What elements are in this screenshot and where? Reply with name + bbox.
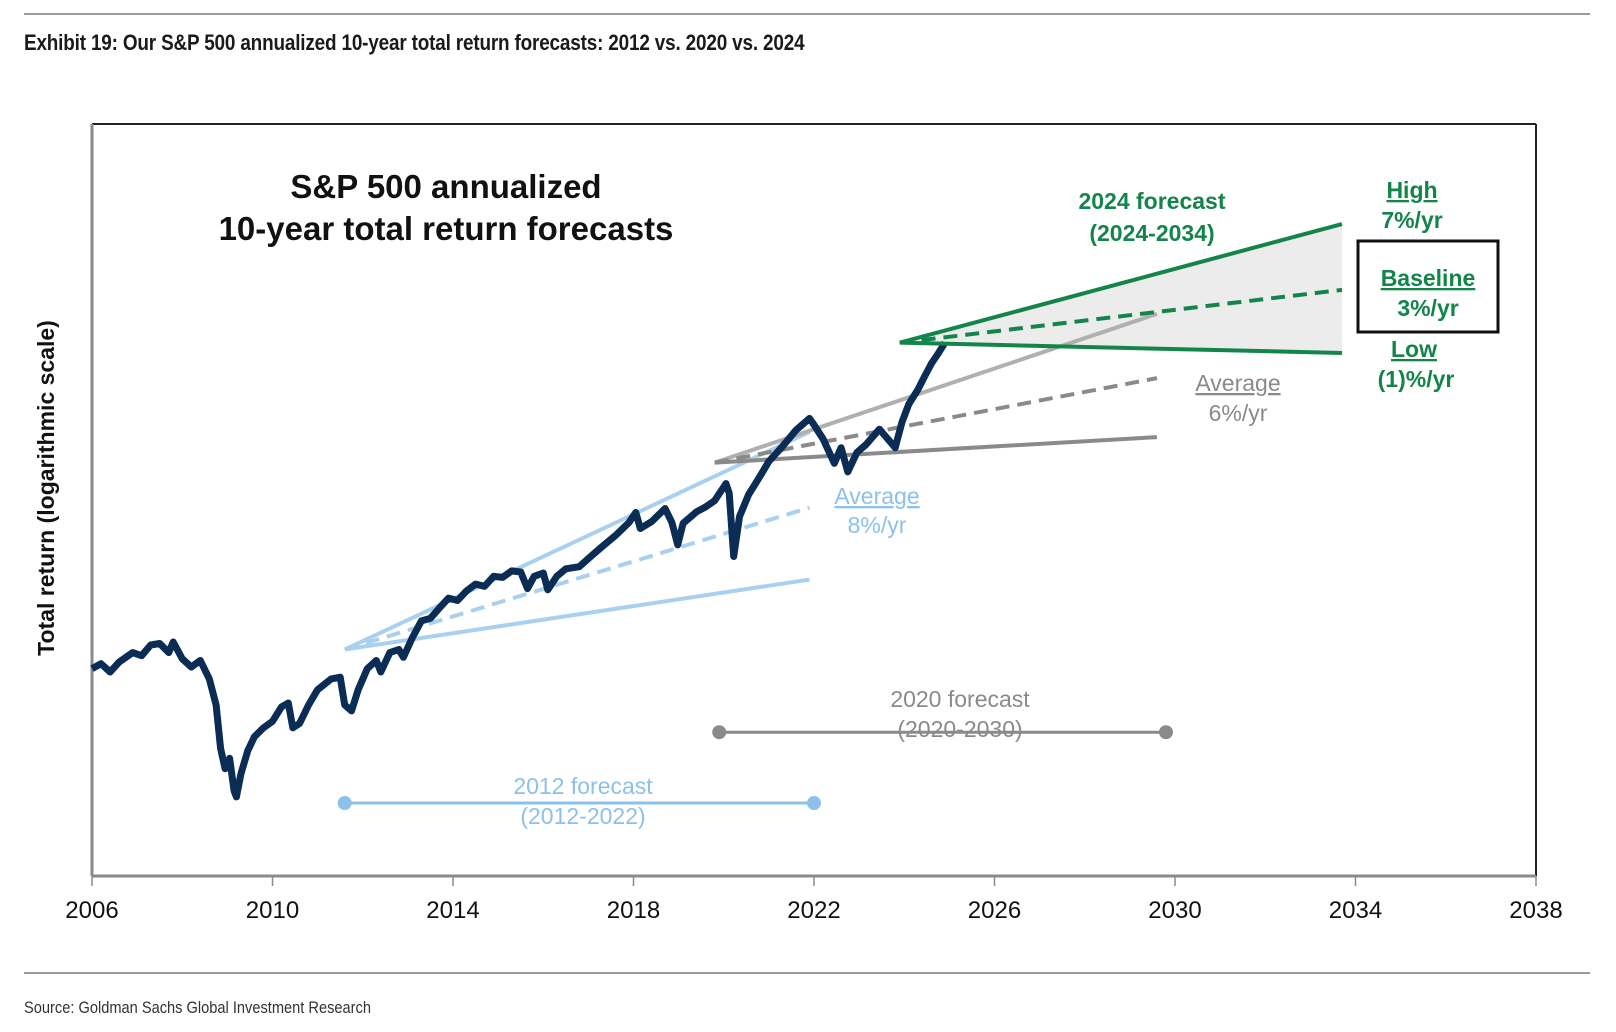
forecast-2024-label-line-1: 2024 forecast (1078, 188, 1225, 214)
x-tick-label: 2038 (1509, 897, 1562, 924)
x-tick-label: 2030 (1148, 897, 1201, 924)
period-marker-2020-start-dot (712, 725, 727, 740)
forecast-lines (343, 311, 1158, 652)
avg-2012-label-value: 8%/yr (848, 512, 907, 538)
avg-2020-label-title: Average (1195, 370, 1280, 396)
x-tick-label: 2026 (968, 897, 1021, 924)
forecast-2024-range-fill (899, 224, 1342, 353)
forecast-2024-low-line (899, 340, 1343, 355)
period-marker-2012-end-dot (807, 795, 821, 810)
baseline-box (1356, 239, 1500, 334)
period-2012-label-line-1: 2012 forecast (513, 773, 653, 799)
y-axis-label: Total return (logarithmic scale) (33, 320, 59, 656)
x-tick-label: 2018 (607, 897, 660, 924)
low-label-value: (1)%/yr (1378, 366, 1455, 392)
forecast-2020-average-line (714, 376, 1158, 465)
high-label-title: High (1386, 177, 1437, 203)
period-2020-label-line-1: 2020 forecast (890, 686, 1030, 712)
exhibit-title: Exhibit 19: Our S&P 500 annualized 10-ye… (24, 30, 805, 55)
forecast-2024-baseline-line (899, 287, 1343, 345)
forecast-2024-high-line (899, 222, 1343, 345)
period-marker-2020-end-dot (1158, 725, 1173, 740)
forecast-2024-label: 2024 forecast (2024-2034) (1078, 188, 1225, 246)
x-tick-label: 2010 (246, 897, 299, 924)
forecast-2020-low-line (714, 435, 1158, 465)
baseline-label-value: 3%/yr (1397, 295, 1458, 321)
high-label-value: 7%/yr (1381, 207, 1442, 233)
baseline-label-title: Baseline (1381, 265, 1476, 291)
period-markers (337, 725, 1173, 810)
x-tick-label: 2006 (65, 897, 118, 924)
avg-2012-label-title: Average (834, 483, 919, 509)
x-tick-label: 2034 (1329, 897, 1382, 924)
x-tick-label: 2022 (787, 897, 840, 924)
low-label-title: Low (1391, 336, 1437, 362)
chart-title-line-2: 10-year total return forecasts (219, 210, 674, 247)
bottom-rule (24, 972, 1590, 974)
x-tick-label: 2014 (426, 897, 479, 924)
period-marker-2012-start-dot (337, 795, 352, 810)
forecast-2024-lines (899, 222, 1343, 355)
chart-title-line-1: S&P 500 annualized (290, 168, 601, 205)
forecast-2012-high-line (343, 430, 811, 652)
top-rule (24, 13, 1590, 15)
forecast-2024-label-line-2: (2024-2034) (1089, 220, 1214, 246)
forecast-2012-low-line (344, 577, 810, 652)
source-note: Source: Goldman Sachs Global Investment … (24, 998, 371, 1017)
avg-2020-label-value: 6%/yr (1209, 400, 1268, 426)
period-2012-label-line-2: (2012-2022) (520, 803, 645, 829)
period-2020-label-line-2: (2020-2030) (897, 716, 1022, 742)
sp500-history-line (90, 340, 948, 801)
x-ticks: 2006 2010 2014 2018 2022 2026 2030 2034 2038 (65, 876, 1563, 924)
